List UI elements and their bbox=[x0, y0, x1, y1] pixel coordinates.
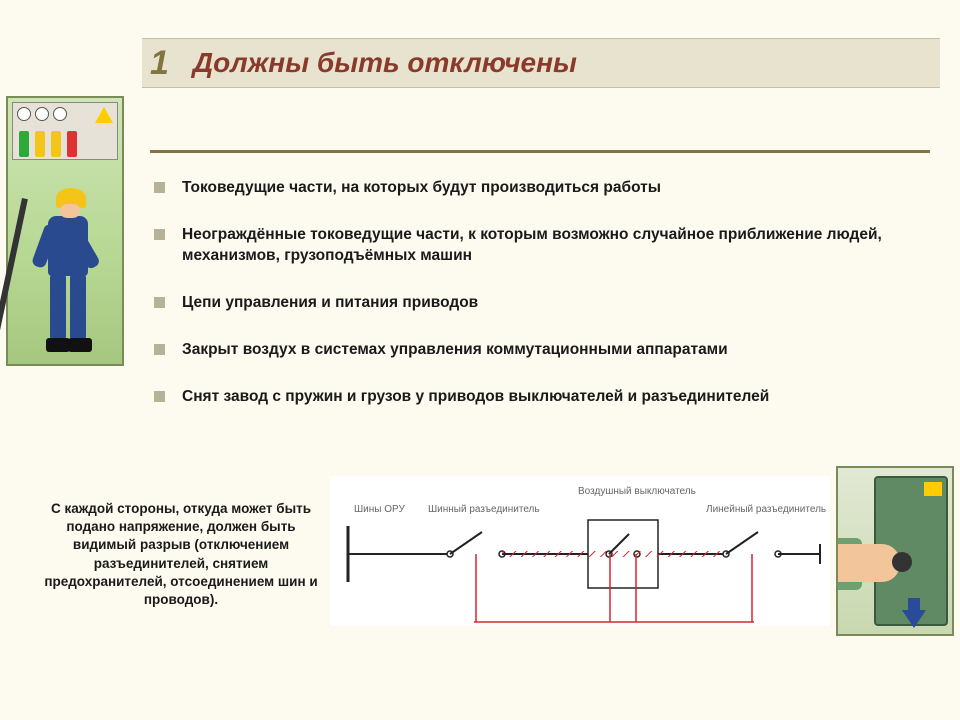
hand-icon bbox=[838, 544, 900, 582]
list-item: Закрыт воздух в системах управления комм… bbox=[148, 340, 938, 361]
list-item: Снят завод с пружин и грузов у приводов … bbox=[148, 387, 938, 408]
illustration-worker-panel bbox=[6, 96, 124, 366]
fuse-icon bbox=[67, 131, 77, 157]
list-item: Неограждённые токоведущие части, к котор… bbox=[148, 225, 938, 267]
diagram-label-bus-disc: Шинный разъединитель bbox=[428, 504, 540, 515]
diagram-label-bus: Шины ОРУ bbox=[354, 504, 405, 515]
diagram-label-line-disc: Линейный разъединитель bbox=[706, 504, 826, 515]
electrical-panel-icon bbox=[12, 102, 118, 160]
horizontal-rule bbox=[150, 150, 930, 153]
fuse-row bbox=[19, 129, 111, 157]
single-line-diagram: Шины ОРУ Шинный разъединитель Воздушный … bbox=[330, 476, 830, 626]
title-number: 1 bbox=[150, 44, 169, 83]
footnote-text: С каждой стороны, откуда может быть пода… bbox=[38, 500, 324, 609]
bullet-list: Токоведущие части, на которых будут прои… bbox=[148, 178, 938, 434]
warning-label-icon bbox=[924, 482, 942, 496]
diagram-label-air-breaker: Воздушный выключатель bbox=[578, 486, 696, 497]
worker-icon bbox=[18, 188, 114, 360]
diagram-svg bbox=[330, 476, 830, 626]
illustration-hand-switch bbox=[836, 466, 954, 636]
list-item: Цепи управления и питания приводов bbox=[148, 293, 938, 314]
arrow-down-icon bbox=[902, 610, 926, 628]
fuse-icon bbox=[19, 131, 29, 157]
switch-knob-icon bbox=[892, 552, 912, 572]
title-bar: 1 Должны быть отключены bbox=[142, 38, 940, 88]
fuse-icon bbox=[51, 131, 61, 157]
slide: 1 Должны быть отключены Токове bbox=[0, 0, 960, 720]
title-text: Должны быть отключены bbox=[193, 47, 577, 79]
list-item: Токоведущие части, на которых будут прои… bbox=[148, 178, 938, 199]
fuse-icon bbox=[35, 131, 45, 157]
